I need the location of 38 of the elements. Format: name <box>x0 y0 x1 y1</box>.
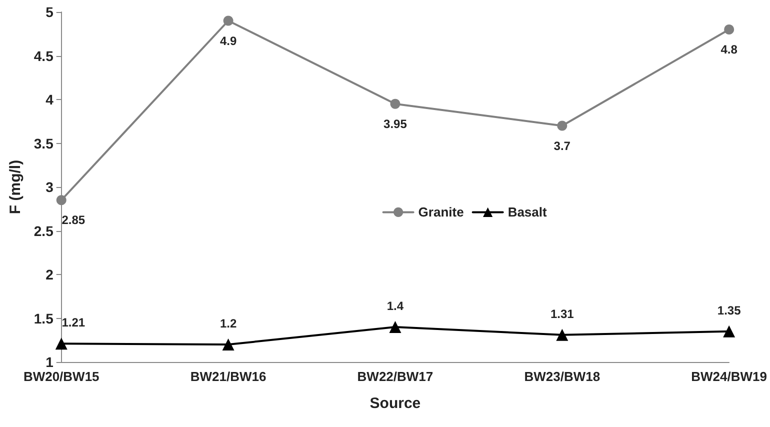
point <box>223 16 234 26</box>
data-label: 1.21 <box>62 316 86 330</box>
y-axis-title: F (mg/l) <box>7 160 24 214</box>
data-label: 3.95 <box>384 116 408 131</box>
y-tick-label: 1 <box>46 354 54 370</box>
data-label: 4.9 <box>220 34 237 48</box>
x-tick-label: BW21/BW16 <box>190 369 266 384</box>
data-label: 1.4 <box>386 299 404 313</box>
y-tick-label: 3 <box>46 179 54 195</box>
point <box>557 120 568 131</box>
data-label: 1.2 <box>220 316 237 330</box>
x-tick-label: BW23/BW18 <box>524 369 600 384</box>
x-tick-label: BW24/BW19 <box>691 369 768 384</box>
data-label: 3.7 <box>554 138 571 153</box>
x-axis-title: Source <box>370 395 421 412</box>
legend-label: Basalt <box>508 204 548 220</box>
y-tick-label: 5 <box>46 4 54 20</box>
y-tick-label: 3.5 <box>34 135 54 152</box>
x-tick-label: BW20/BW15 <box>23 369 100 384</box>
y-tick-label: 1.5 <box>34 310 54 326</box>
point <box>222 338 234 350</box>
data-label: 4.8 <box>720 42 738 56</box>
x-tick-label: BW22/BW17 <box>357 369 434 384</box>
point <box>556 328 568 341</box>
data-label: 2.85 <box>62 213 86 228</box>
point <box>390 98 400 109</box>
legend-label: Granite <box>418 204 464 220</box>
y-tick-label: 4 <box>46 92 54 108</box>
point <box>724 24 734 34</box>
point <box>55 338 68 350</box>
y-tick-label: 4.5 <box>34 48 54 64</box>
data-label: 1.31 <box>550 306 574 321</box>
point <box>56 195 66 206</box>
data-label: 1.35 <box>717 303 742 318</box>
y-tick-label: 2.5 <box>34 222 54 239</box>
point <box>723 325 736 338</box>
y-tick-label: 2 <box>46 266 54 282</box>
point <box>389 321 402 333</box>
